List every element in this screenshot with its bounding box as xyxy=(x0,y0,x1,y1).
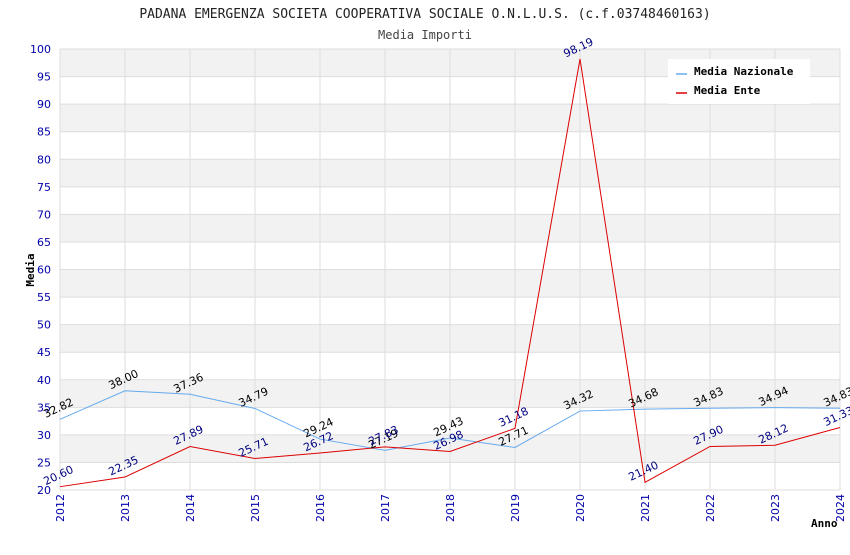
x-axis-ticks: 2012 2013 2014 2015 2016 2017 2018 2019 2020 2021… xyxy=(54,494,847,522)
x-tick-label: 2022 xyxy=(704,494,717,522)
x-tick-label: 2015 xyxy=(249,494,262,522)
y-tick-label: 55 xyxy=(37,291,51,304)
y-tick-label: 100 xyxy=(30,43,51,56)
y-tick-label: 50 xyxy=(37,319,51,332)
y-tick-label: 70 xyxy=(37,208,51,221)
y-tick-label: 95 xyxy=(37,71,51,84)
y-axis-ticks: 20 25 30 35 40 45 50 55 60 65 70 75 80 85 90 95 100 xyxy=(30,43,51,497)
x-tick-label: 2014 xyxy=(184,494,197,522)
y-tick-label: 60 xyxy=(37,264,51,277)
y-tick-label: 65 xyxy=(37,236,51,249)
y-tick-label: 85 xyxy=(37,126,51,139)
y-tick-label: 40 xyxy=(37,374,51,387)
y-tick-label: 80 xyxy=(37,153,51,166)
legend-label-media-ente: Media Ente xyxy=(694,84,761,97)
x-tick-label: 2024 xyxy=(834,494,847,522)
series-lines xyxy=(59,58,841,488)
x-tick-label: 2023 xyxy=(769,494,782,522)
y-tick-label: 45 xyxy=(37,346,51,359)
chart-subtitle: Media Importi xyxy=(378,28,472,42)
x-tick-label: 2019 xyxy=(509,494,522,522)
x-tick-label: 2021 xyxy=(639,494,652,522)
chart-title: PADANA EMERGENZA SOCIETA COOPERATIVA SOC… xyxy=(139,7,710,22)
x-tick-label: 2020 xyxy=(574,494,587,522)
x-tick-label: 2012 xyxy=(54,494,67,522)
x-tick-label: 2018 xyxy=(444,494,457,522)
x-tick-label: 2017 xyxy=(379,494,392,522)
legend: Media Nazionale Media Ente xyxy=(668,59,810,104)
y-tick-label: 30 xyxy=(37,429,51,442)
x-tick-label: 2013 xyxy=(119,494,132,522)
x-tick-label: 2016 xyxy=(314,494,327,522)
legend-label-media-nazionale: Media Nazionale xyxy=(694,65,794,78)
gridlines xyxy=(59,48,841,491)
y-tick-label: 90 xyxy=(37,98,51,111)
legend-box xyxy=(668,59,810,104)
y-tick-label: 75 xyxy=(37,181,51,194)
y-tick-label: 25 xyxy=(37,456,51,469)
y-axis-label: Media xyxy=(24,253,37,286)
series-line-media-ente xyxy=(59,58,841,488)
x-axis-label: Anno xyxy=(811,517,838,530)
series-line-media-nazionale xyxy=(59,390,841,451)
y-tick-label: 35 xyxy=(37,401,51,414)
y-tick-label: 20 xyxy=(37,484,51,497)
